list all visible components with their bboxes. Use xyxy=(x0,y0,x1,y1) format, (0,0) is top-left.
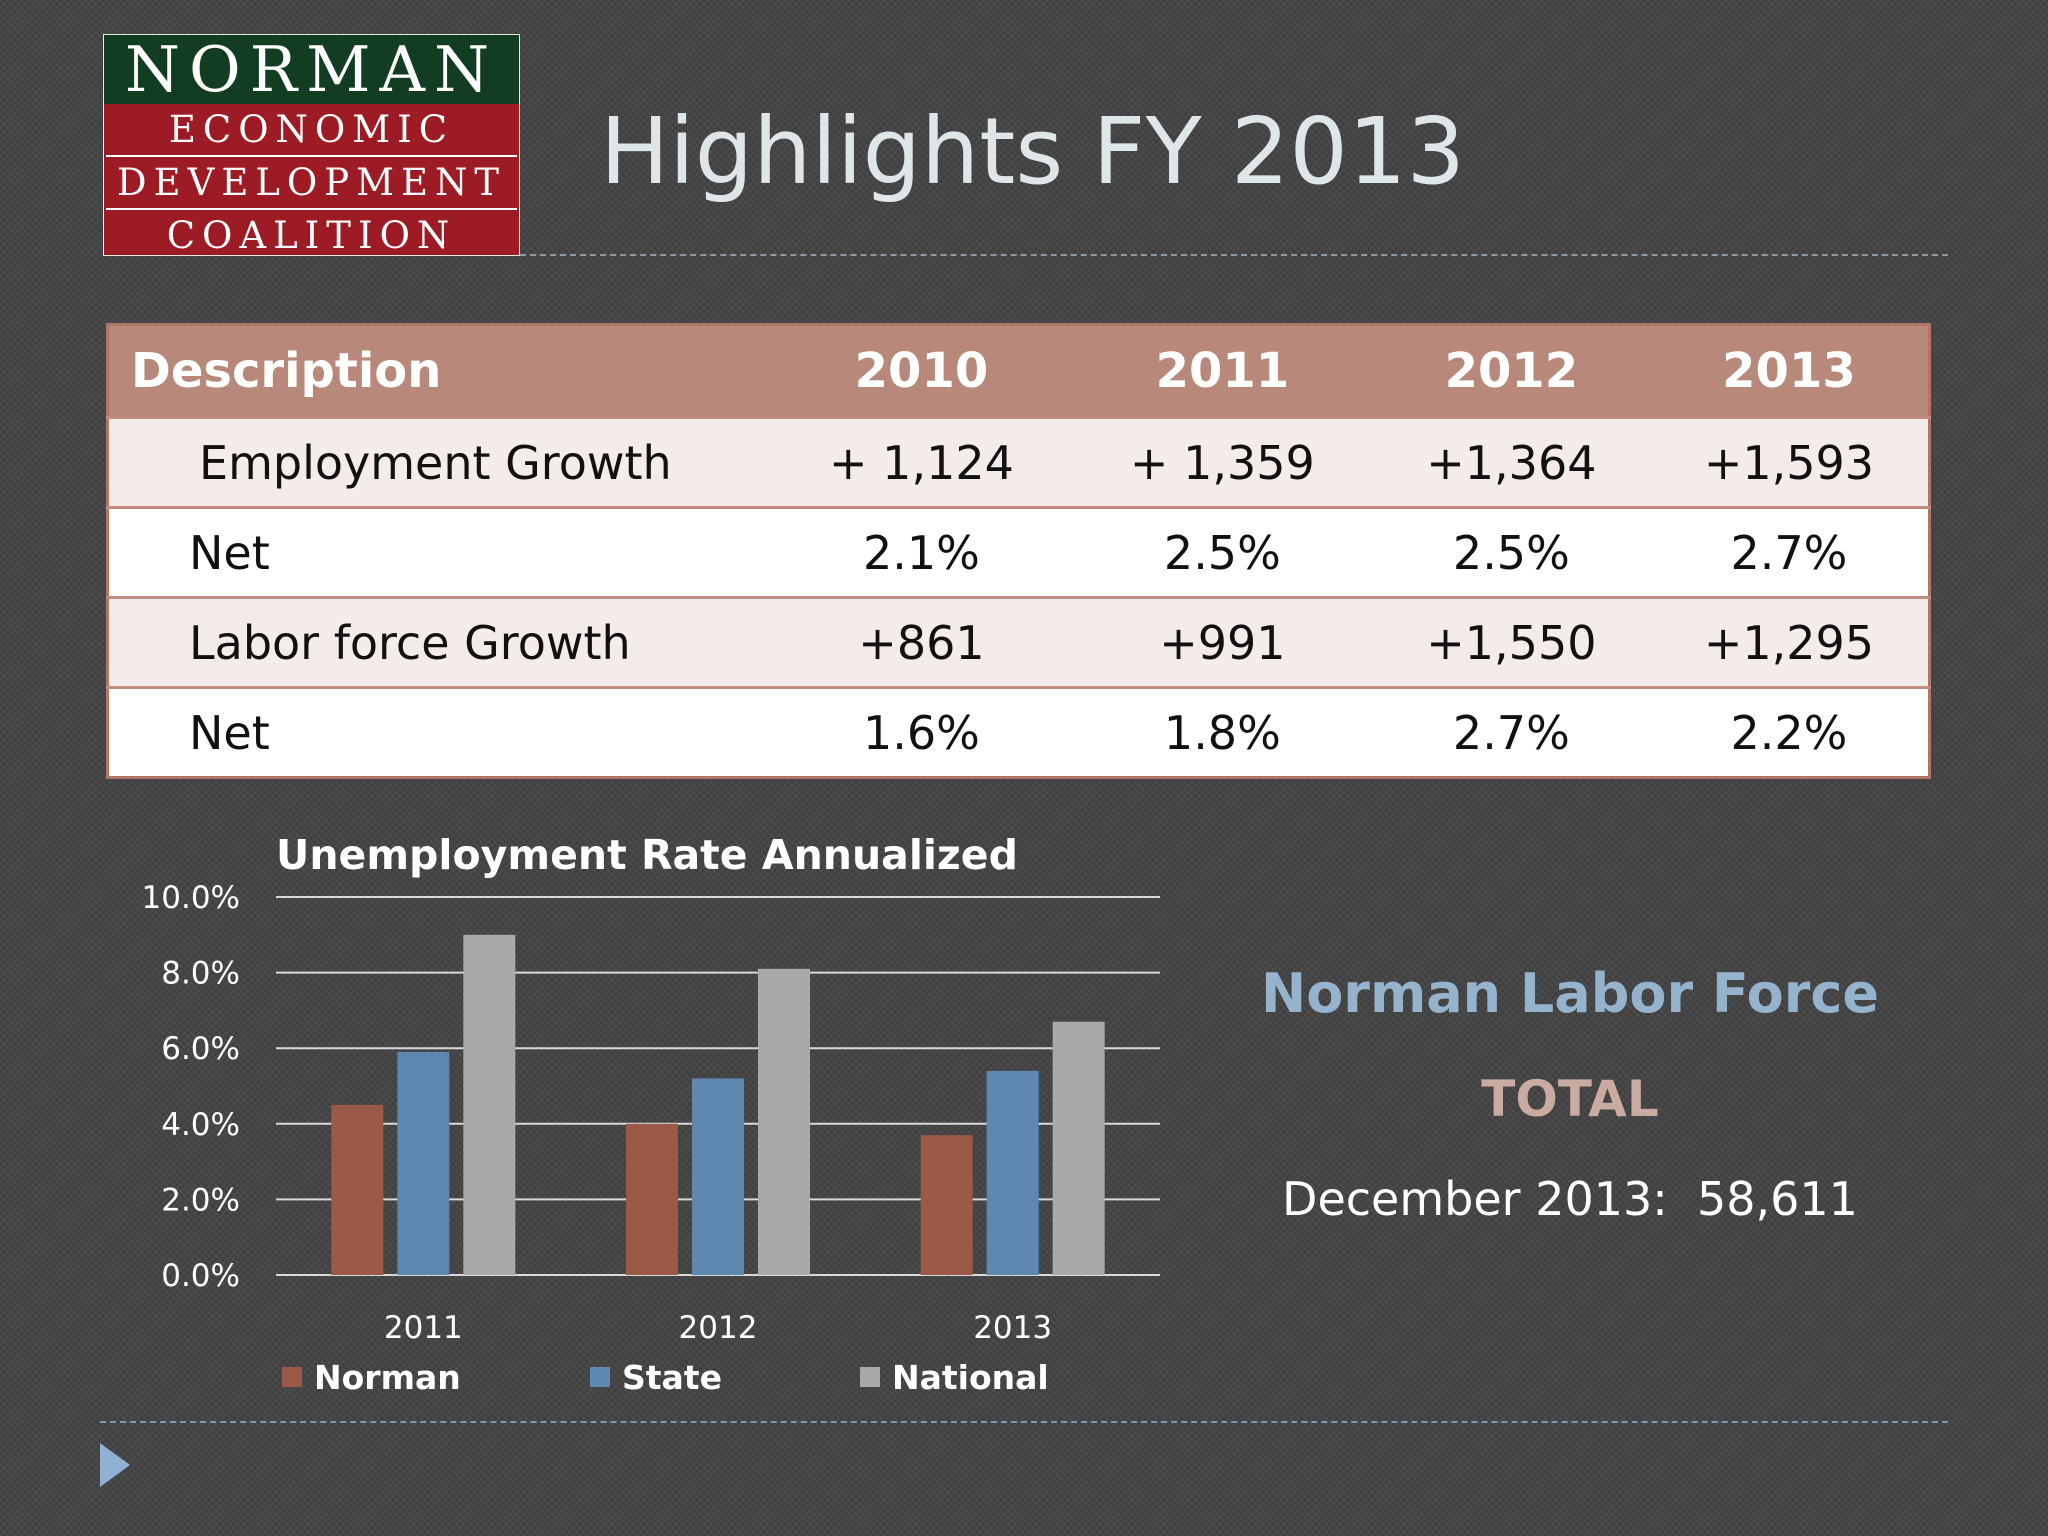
column-header-2013: 2013 xyxy=(1649,324,1930,418)
unemployment-bar-chart: Unemployment Rate Annualized 0.0% 2.0% 4.0… xyxy=(142,831,1160,1397)
logo-line-norman: NORMAN xyxy=(104,35,519,104)
row-label: Labor force Growth xyxy=(107,596,771,688)
y-tick-label: 6.0% xyxy=(161,1031,240,1067)
labor-force-total-label: TOTAL xyxy=(1481,1070,1659,1128)
table-cell: 1.8% xyxy=(1071,686,1373,778)
bar-norman xyxy=(920,1135,973,1275)
table-cell: +861 xyxy=(771,596,1072,688)
table-row: Employment Growth + 1,124 + 1,359 +1,364… xyxy=(107,416,1930,508)
legend-swatch-national xyxy=(860,1367,880,1387)
table-cell: 2.5% xyxy=(1372,506,1650,598)
row-label: Employment Growth xyxy=(107,416,771,508)
bar-national xyxy=(758,968,810,1275)
table-cell: + 1,359 xyxy=(1071,416,1373,508)
table-row: Net 1.6% 1.8% 2.7% 2.2% xyxy=(107,686,1930,778)
legend-label-national: National xyxy=(892,1358,1049,1397)
logo-line-development: DEVELOPMENT xyxy=(116,161,507,204)
table-row: Net 2.1% 2.5% 2.5% 2.7% xyxy=(107,506,1930,598)
y-tick-label: 2.0% xyxy=(161,1182,240,1218)
x-tick-label: 2011 xyxy=(384,1310,463,1346)
x-tick-label: 2013 xyxy=(973,1310,1052,1346)
labor-force-heading: Norman Labor Force xyxy=(1261,962,1879,1025)
row-label: Net xyxy=(107,686,771,778)
table-cell: +1,550 xyxy=(1372,596,1650,688)
title-divider xyxy=(520,254,1948,256)
column-header-2011: 2011 xyxy=(1071,324,1373,418)
labor-force-december-total: December 2013: 58,611 xyxy=(1282,1172,1858,1226)
table-cell: 2.2% xyxy=(1649,686,1930,778)
y-tick-label: 8.0% xyxy=(161,956,240,992)
bar-norman xyxy=(626,1123,678,1275)
bar-state xyxy=(397,1051,450,1275)
table-cell: 2.7% xyxy=(1372,686,1650,778)
y-tick-label: 0.0% xyxy=(161,1258,240,1294)
x-tick-label: 2012 xyxy=(679,1310,758,1346)
table-header-row: Description 2010 2011 2012 2013 xyxy=(107,324,1930,418)
chart-title: Unemployment Rate Annualized xyxy=(276,831,1018,879)
bar-national xyxy=(1052,1021,1105,1275)
bar-national xyxy=(463,934,516,1275)
table-cell: 1.6% xyxy=(771,686,1072,778)
table-cell: + 1,124 xyxy=(771,416,1072,508)
play-arrow-icon xyxy=(100,1443,130,1487)
legend-swatch-norman xyxy=(282,1367,302,1387)
legend-label-norman: Norman xyxy=(314,1358,461,1397)
table-cell: +1,593 xyxy=(1649,416,1930,508)
logo-line-economic: ECONOMIC xyxy=(168,108,455,151)
legend-label-state: State xyxy=(622,1358,722,1397)
logo-divider xyxy=(106,208,517,210)
norman-edc-logo: NORMAN ECONOMIC DEVELOPMENT COALITION xyxy=(103,34,520,257)
column-header-description: Description xyxy=(107,324,771,418)
bar-norman xyxy=(331,1104,384,1275)
table-cell: 2.1% xyxy=(771,506,1072,598)
y-tick-label: 10.0% xyxy=(142,880,240,916)
bar-state xyxy=(692,1078,744,1275)
row-label: Net xyxy=(107,506,771,598)
table-cell: 2.7% xyxy=(1649,506,1930,598)
table-cell: +1,364 xyxy=(1372,416,1650,508)
table-cell: +991 xyxy=(1071,596,1373,688)
column-header-2010: 2010 xyxy=(771,324,1072,418)
slide-title: Highlights FY 2013 xyxy=(600,98,1466,205)
highlights-table: Description 2010 2011 2012 2013 Employme… xyxy=(106,323,1931,779)
logo-divider xyxy=(106,155,517,157)
table-cell: +1,295 xyxy=(1649,596,1930,688)
column-header-2012: 2012 xyxy=(1372,324,1650,418)
table-row: Labor force Growth +861 +991 +1,550 +1,2… xyxy=(107,596,1930,688)
legend-swatch-state xyxy=(590,1367,610,1387)
logo-line-coalition: COALITION xyxy=(166,214,457,257)
y-tick-label: 4.0% xyxy=(161,1107,240,1143)
bar-state xyxy=(986,1070,1039,1275)
footer-divider xyxy=(100,1421,1948,1423)
table-cell: 2.5% xyxy=(1071,506,1373,598)
